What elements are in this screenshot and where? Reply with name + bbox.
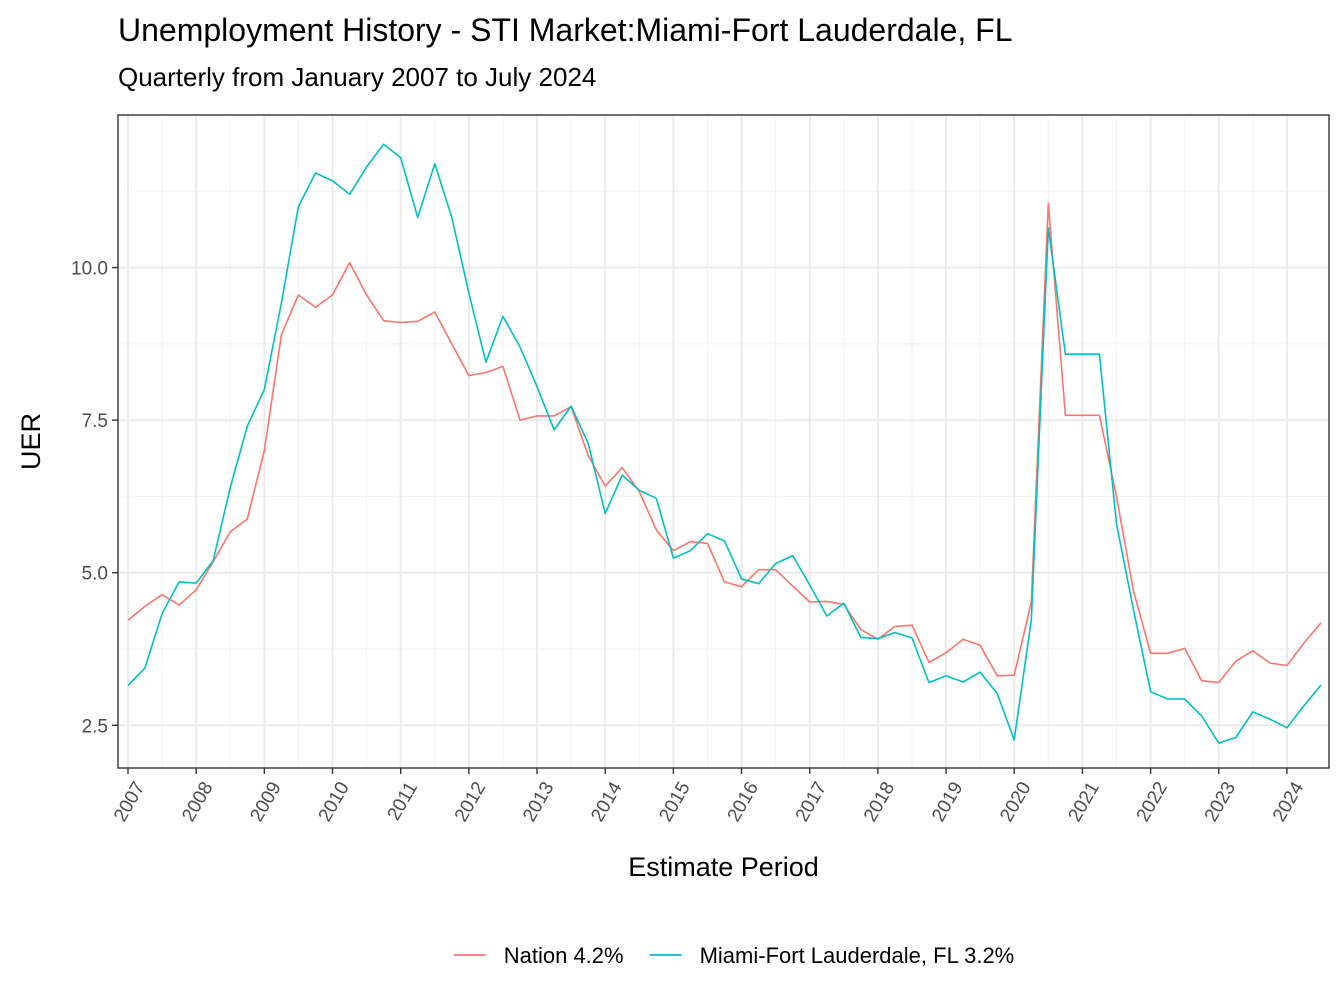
y-tick-label: 5.0 [82,564,108,585]
x-tick-label: 2024 [1269,778,1309,825]
grid-minor [118,115,1329,768]
y-axis-title: UER [16,413,46,470]
x-axis: 2007 2008 2009 2010 2011 2012 2013 2014 2015 2016… [110,768,1309,826]
x-tick-label: 2007 [110,778,149,825]
chart-title: Unemployment History - STI Market:Miami-… [118,12,1013,48]
y-tick-label: 7.5 [82,411,108,432]
x-tick-label: 2012 [451,778,490,825]
chart-subtitle: Quarterly from January 2007 to July 2024 [118,62,597,92]
series-line-miami [127,143,1322,744]
x-tick-label: 2009 [246,778,285,825]
x-tick-label: 2010 [315,778,354,825]
x-tick-label: 2008 [178,778,217,825]
x-tick-label: 2018 [860,778,899,825]
x-tick-label: 2019 [928,778,967,825]
grid-major [118,115,1329,768]
legend-label: Miami-Fort Lauderdale, FL 3.2% [700,943,1015,968]
x-tick-label: 2020 [996,778,1035,825]
x-tick-label: 2011 [383,778,422,824]
y-tick-label: 2.5 [82,716,108,737]
x-tick-label: 2023 [1201,778,1240,825]
y-tick-label: 10.0 [71,259,108,280]
legend: Nation 4.2% Miami-Fort Lauderdale, FL 3.2… [453,943,1015,968]
x-tick-label: 2016 [724,778,763,825]
legend-label: Nation 4.2% [504,943,624,968]
series-line-nation [127,202,1322,684]
x-tick-label: 2022 [1133,778,1172,825]
x-tick-label: 2021 [1064,778,1103,825]
x-tick-label: 2017 [792,778,831,825]
x-tick-label: 2015 [655,778,694,825]
y-axis: 2.5 5.0 7.5 10.0 [71,259,118,737]
x-tick-label: 2014 [587,778,627,825]
x-axis-title: Estimate Period [628,852,819,882]
x-tick-label: 2013 [519,778,558,825]
series-layer [127,143,1322,744]
panel-border [117,114,1330,769]
